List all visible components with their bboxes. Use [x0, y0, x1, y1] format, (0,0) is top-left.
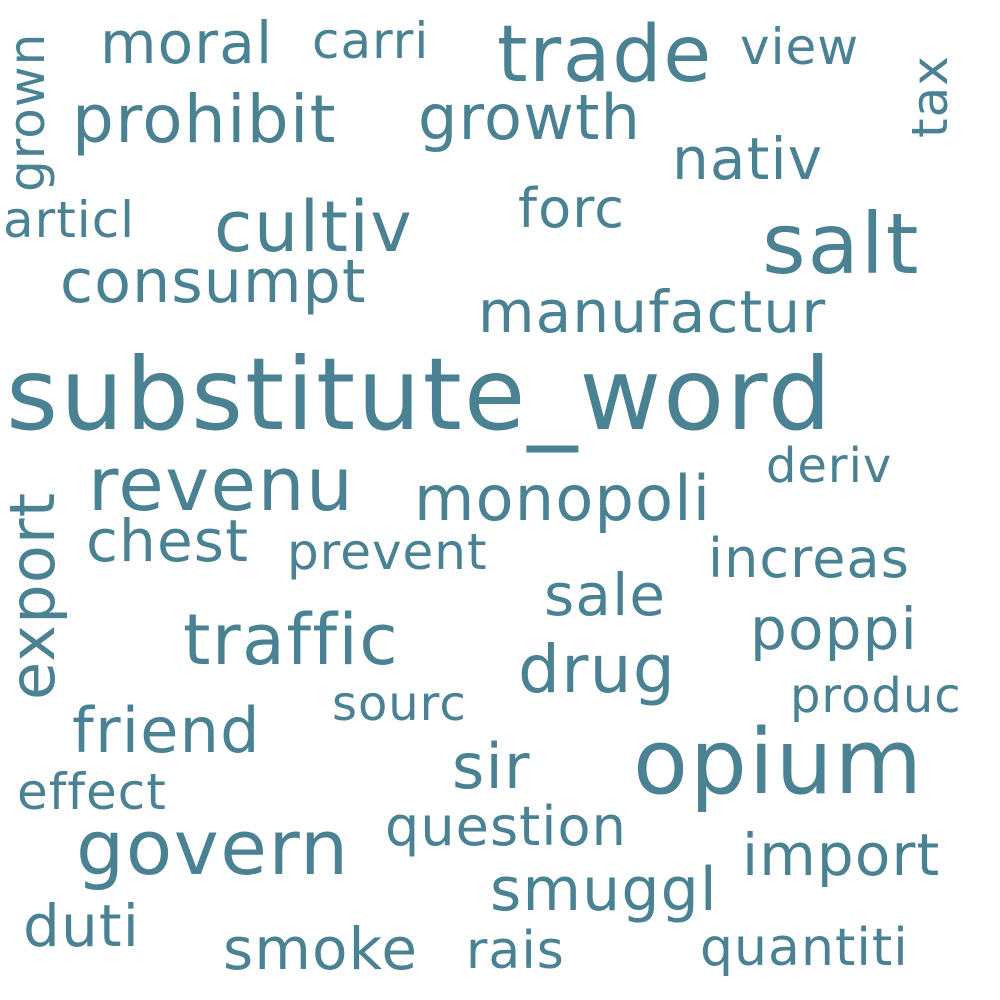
word-sale: sale: [544, 561, 667, 629]
word-produc: produc: [790, 668, 962, 724]
word-govern: govern: [76, 803, 350, 892]
word-effect: effect: [17, 763, 167, 821]
word-drug: drug: [518, 631, 677, 708]
word-articl: articl: [3, 191, 136, 249]
word-manufactur: manufactur: [478, 278, 827, 346]
word-salt: salt: [762, 195, 921, 293]
word-tax: tax: [901, 55, 959, 138]
word-smoke: smoke: [223, 915, 419, 983]
word-nativ: nativ: [672, 125, 824, 193]
word-traffic: traffic: [183, 599, 400, 681]
word-smuggl: smuggl: [490, 855, 718, 925]
word-deriv: deriv: [766, 438, 893, 494]
word-sir: sir: [452, 730, 531, 803]
word-substitute-word: substitute_word: [6, 336, 834, 453]
word-quantiti: quantiti: [700, 918, 909, 978]
word-opium: opium: [633, 710, 924, 815]
word-friend: friend: [72, 694, 261, 767]
word-consumpt: consumpt: [60, 247, 367, 317]
word-monopoli: monopoli: [414, 462, 712, 535]
word-duti: duti: [23, 892, 141, 960]
word-question: question: [385, 795, 627, 858]
word-carri: carri: [312, 12, 430, 70]
word-increas: increas: [708, 527, 910, 590]
word-rais: rais: [466, 921, 565, 981]
word-revenu: revenu: [88, 442, 355, 528]
word-sourc: sourc: [332, 676, 467, 732]
word-export: export: [0, 491, 69, 700]
word-chest: chest: [86, 507, 250, 575]
word-cultiv: cultiv: [214, 186, 414, 268]
word-growth: growth: [418, 81, 642, 154]
word-moral: moral: [100, 9, 274, 77]
word-prevent: prevent: [287, 523, 488, 581]
word-grown: grown: [0, 32, 56, 192]
word-import: import: [742, 821, 941, 889]
word-trade: trade: [497, 10, 713, 100]
word-view: view: [740, 18, 860, 76]
word-forc: forc: [518, 177, 626, 240]
word-poppi: poppi: [750, 595, 918, 663]
word-prohibit: prohibit: [72, 81, 337, 158]
